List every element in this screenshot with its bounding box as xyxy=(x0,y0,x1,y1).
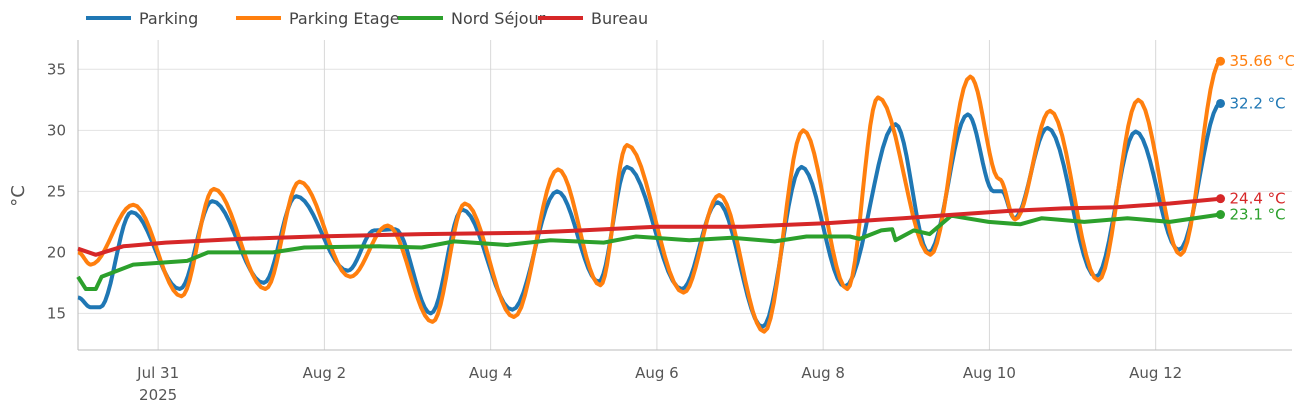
legend-item: Parking xyxy=(139,9,198,28)
end-marker xyxy=(1216,210,1226,220)
legend-item: Nord Séjour xyxy=(451,9,546,28)
end-marker xyxy=(1216,56,1226,66)
end-value-label: 23.1 °C xyxy=(1230,206,1286,224)
x-tick-label: Aug 4 xyxy=(469,364,513,382)
series-lines xyxy=(76,59,1222,334)
x-tick-label: Aug 6 xyxy=(635,364,679,382)
x-tick-label: Aug 2 xyxy=(303,364,347,382)
y-axis-label: °C xyxy=(8,185,29,207)
y-tick-label: 30 xyxy=(47,121,66,139)
y-tick-label: 20 xyxy=(47,243,66,261)
x-tick-label: Aug 10 xyxy=(963,364,1016,382)
end-marker xyxy=(1216,98,1226,108)
legend-item: Bureau xyxy=(591,9,648,28)
series-line-nord-s-jour xyxy=(76,212,1221,291)
x-tick-label: Jul 31 xyxy=(136,364,179,382)
legend: Parking Parking Etage Nord Séjour Bureau xyxy=(86,9,648,28)
end-value-label: 35.66 °C xyxy=(1230,52,1294,70)
end-marker xyxy=(1216,194,1226,204)
grid xyxy=(78,40,1292,350)
end-value-label: 24.4 °C xyxy=(1230,190,1286,208)
series-line-parking-etage xyxy=(77,59,1222,334)
series-line-parking xyxy=(77,101,1222,329)
x-tick-label: Aug 8 xyxy=(801,364,845,382)
y-tick-label: 15 xyxy=(47,304,66,322)
x-tick-year: 2025 xyxy=(139,386,177,404)
x-tick-label: Aug 12 xyxy=(1129,364,1182,382)
end-value-label: 32.2 °C xyxy=(1230,94,1286,112)
y-tick-label: 35 xyxy=(47,60,66,78)
y-tick-label: 25 xyxy=(47,182,66,200)
series-line-bureau xyxy=(77,196,1221,257)
end-labels: 32.2 °C 35.66 °C 23.1 °C24.4 °C xyxy=(1216,52,1294,224)
legend-item: Parking Etage xyxy=(289,9,400,28)
